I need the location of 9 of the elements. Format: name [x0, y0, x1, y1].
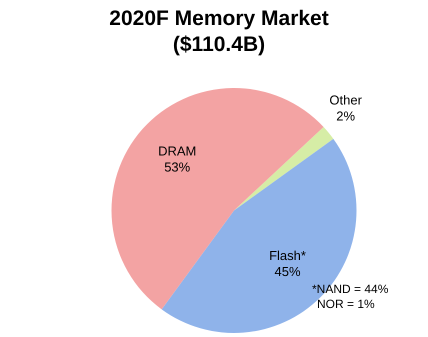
slice-label: Flash*	[269, 248, 306, 263]
data-label: 53%	[164, 160, 191, 175]
data-label: 45%	[274, 264, 301, 279]
text: *NAND = 44%	[312, 282, 388, 297]
slice-label: Other	[329, 92, 363, 108]
data-label: 2%	[336, 108, 356, 124]
text: NOR = 1%	[316, 297, 376, 312]
slice-label: DRAM	[158, 144, 196, 159]
chart-title: 2020F Memory Market ($110.4B)	[108, 6, 330, 58]
